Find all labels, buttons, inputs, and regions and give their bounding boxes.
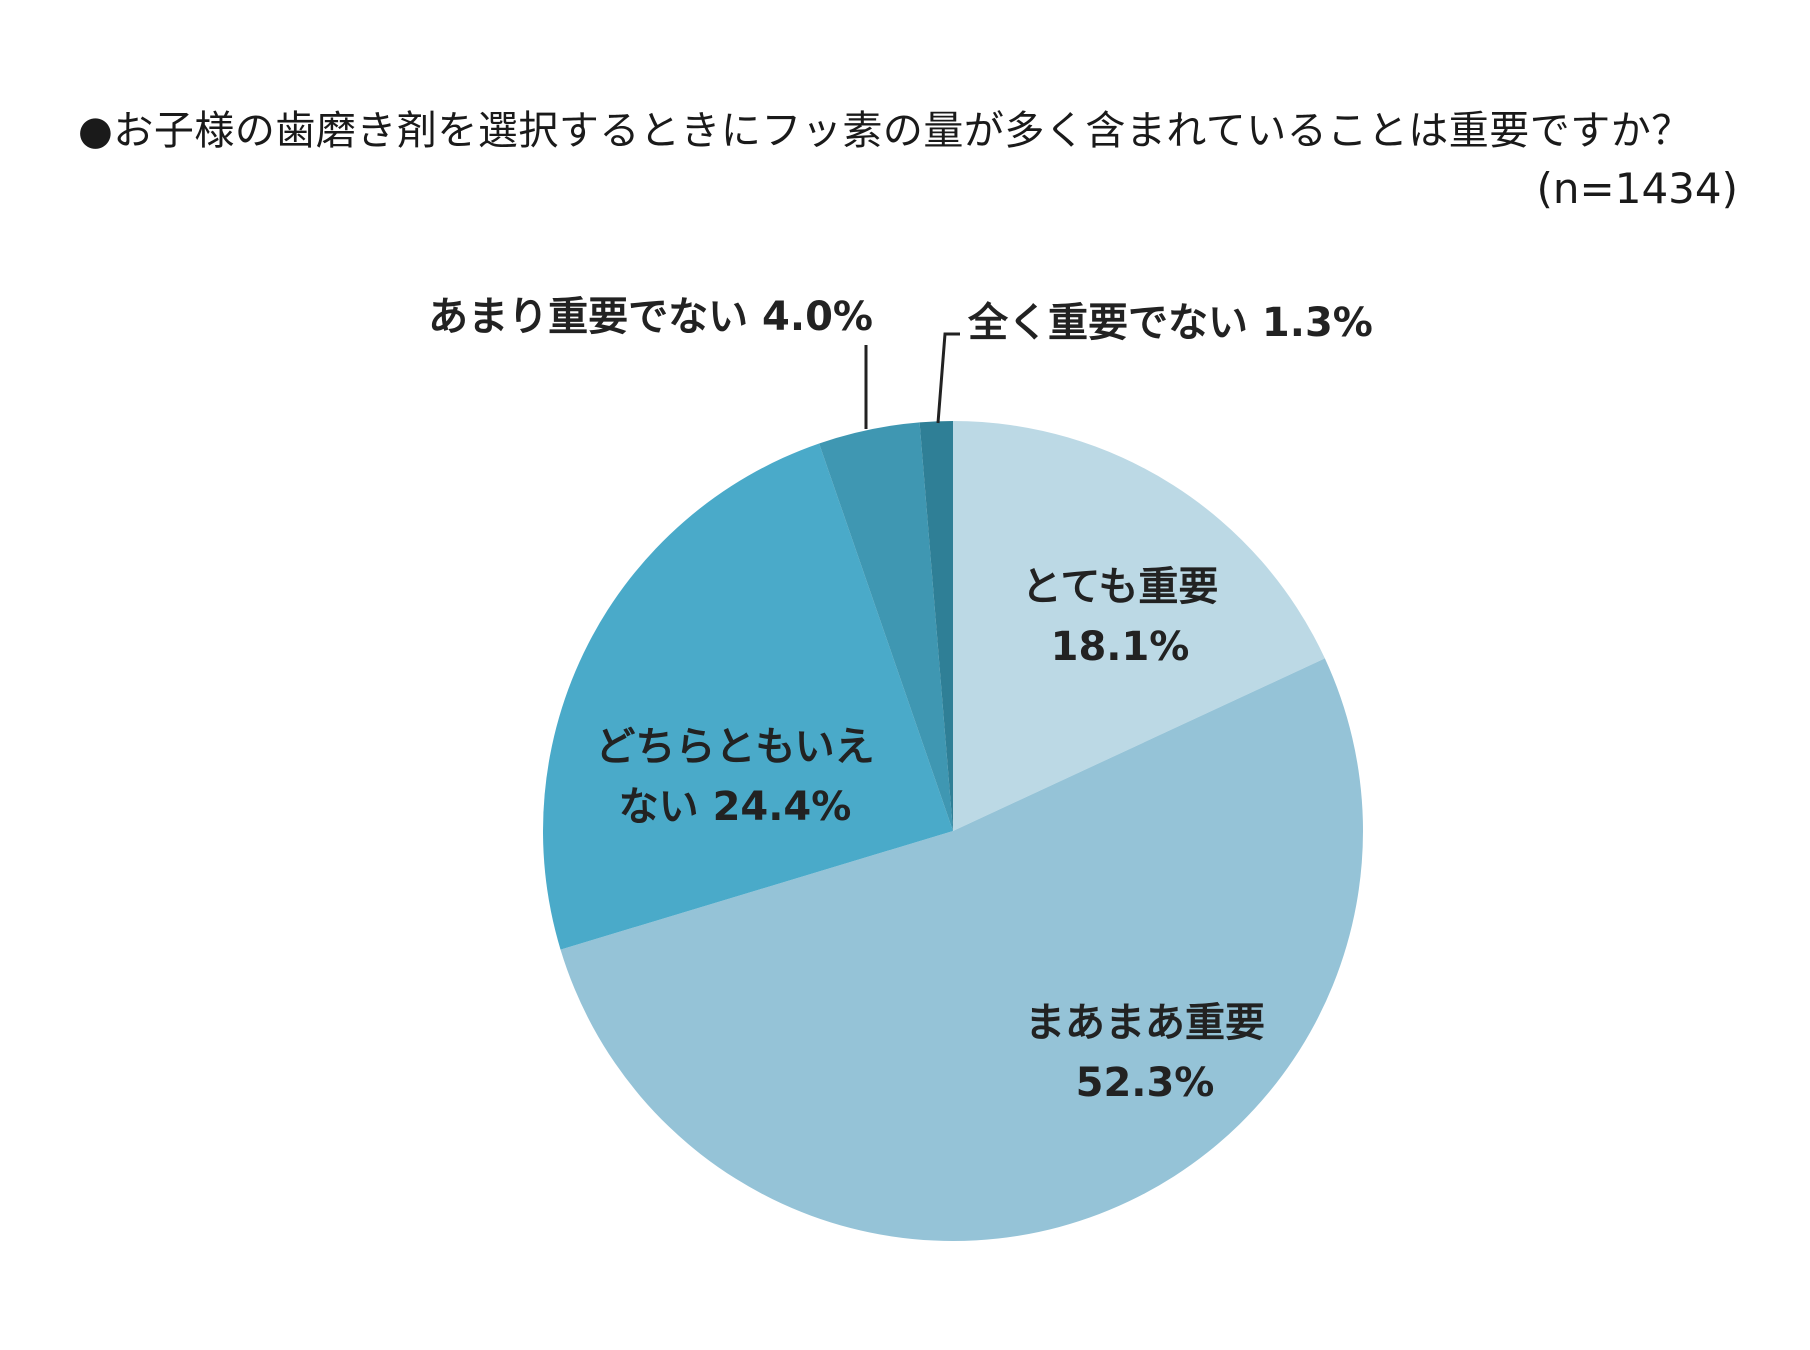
pie-slice-not-important-at-all (919, 421, 953, 831)
leader-line-not-important-at-all (936, 332, 960, 424)
pie-slice-somewhat-important (560, 658, 1364, 1242)
slice-label-somewhat-important: まあまあ重要 (1025, 1000, 1265, 1046)
pie-slice-neutral (542, 443, 953, 950)
slice-label-neutral-line1: どちらともいえ (595, 724, 874, 770)
chart-subtitle: (n=1434) (1536, 164, 1738, 213)
slice-label-not-very-important: あまり重要でない 4.0% (428, 294, 873, 340)
slice-label-not-important-at-all: 全く重要でない 1.3% (967, 300, 1373, 346)
slice-label-neutral-line2: ない 24.4% (619, 784, 852, 830)
chart-title: ●お子様の歯磨き剤を選択するときにフッ素の量が多く含まれていることは重要ですか？ (78, 108, 1692, 154)
slice-value-somewhat-important: 52.3% (1076, 1060, 1215, 1106)
pie-slice-very-important (953, 421, 1325, 831)
slice-label-very-important: とても重要 (1022, 564, 1219, 610)
slice-value-very-important: 18.1% (1051, 624, 1190, 670)
pie-slice-not-very-important (819, 422, 953, 831)
